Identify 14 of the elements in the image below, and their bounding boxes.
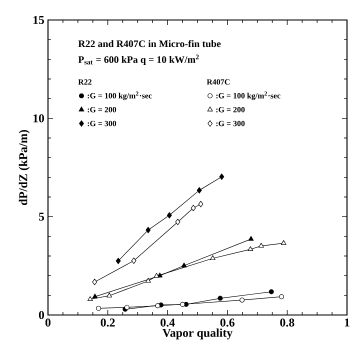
- y-tick-label: 10: [33, 114, 44, 122]
- x-tick-label: 0.2: [100, 318, 115, 327]
- y-axis-title: dP/dZ (kPa/m): [18, 130, 30, 206]
- text: P$_{sat}$ = 600 kPa q = 10 kW/m$^{2}$: [78, 54, 199, 66]
- x-tick-label: 0.6: [220, 318, 235, 327]
- x-tick-label: 0: [45, 318, 51, 327]
- x-tick-label: 1: [344, 318, 350, 326]
- x-axis-title: Vapor quality: [162, 328, 233, 340]
- y-tick-label: 0: [38, 310, 44, 320]
- y-tick-label: 15: [33, 16, 44, 24]
- x-tick-label: 0.4: [160, 318, 175, 327]
- text: R22 and R407C in Micro-fin tube: [78, 40, 221, 48]
- y-tick-label: 5: [38, 212, 44, 221]
- x-tick-label: 0.8: [280, 318, 294, 327]
